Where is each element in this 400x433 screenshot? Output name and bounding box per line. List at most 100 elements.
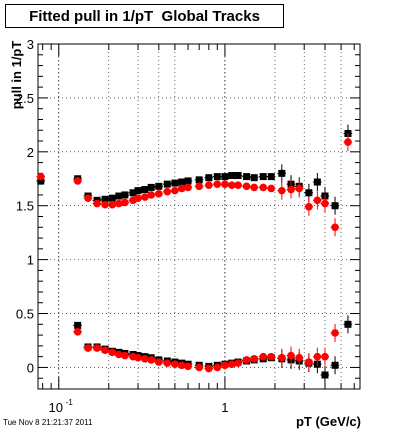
data-point (267, 173, 275, 181)
data-point (313, 352, 322, 361)
data-point (331, 329, 339, 337)
data-point (259, 183, 268, 192)
data-point (195, 176, 203, 184)
data-point (93, 344, 101, 352)
chart-title: Fitted pull in 1/pT Global Tracks (5, 4, 284, 28)
data-point (278, 186, 286, 195)
data-point (171, 360, 179, 369)
data-point (115, 350, 123, 359)
data-point (129, 189, 137, 197)
y-tick-label: 2 (27, 145, 34, 160)
data-point (344, 138, 352, 146)
data-point (221, 361, 229, 370)
data-point (259, 173, 267, 181)
data-point (267, 184, 276, 193)
data-point (234, 359, 242, 367)
data-point (305, 189, 313, 197)
data-point (155, 190, 163, 198)
data-point (141, 186, 149, 194)
axis-ticks (38, 43, 360, 390)
data-point (195, 363, 203, 372)
data-point (344, 320, 352, 328)
y-tick-label: 3 (27, 37, 34, 52)
data-point (177, 184, 186, 193)
data-point (267, 352, 276, 361)
data-point (228, 172, 236, 180)
data-point (313, 196, 322, 205)
data-point (205, 181, 213, 190)
data-point (108, 200, 117, 209)
tick-labels: 0 0.5 1 1.5 2 2.5 3 10 -1 1 (16, 37, 229, 415)
data-point (108, 194, 116, 202)
y-tick-label: 1.5 (16, 199, 34, 214)
data-point (147, 191, 155, 199)
data-point (37, 177, 45, 185)
data-point (195, 182, 203, 191)
data-point (121, 191, 129, 199)
data-point (93, 199, 101, 208)
data-point (108, 348, 117, 357)
data-point (74, 321, 82, 329)
y-tick-label: 2.5 (16, 91, 34, 106)
x-tick-label: 10 (49, 400, 63, 415)
data-point (259, 352, 268, 361)
data-point (305, 202, 313, 211)
data-point (287, 185, 295, 194)
data-point (163, 359, 172, 367)
data-point (250, 355, 258, 363)
data-point (121, 351, 129, 360)
data-point (73, 177, 82, 185)
data-markers (36, 124, 353, 384)
data-point (134, 353, 142, 362)
data-point (101, 195, 109, 203)
y-tick-label: 0 (27, 360, 34, 375)
data-point (221, 173, 229, 181)
data-point (321, 352, 329, 361)
data-point (155, 182, 163, 190)
y-axis-label: pull in 1/pT (9, 41, 24, 110)
data-point (115, 199, 123, 208)
data-point (205, 174, 213, 182)
data-point (121, 198, 129, 207)
data-point (101, 346, 109, 354)
data-point (213, 363, 222, 372)
data-point (305, 358, 313, 366)
data-point (213, 180, 222, 188)
data-point (221, 180, 229, 188)
data-point (184, 183, 192, 192)
y-tick-label: 1 (27, 253, 34, 268)
plot-frame (37, 43, 361, 390)
data-point (177, 361, 186, 370)
data-point (205, 364, 213, 373)
data-point (287, 351, 295, 360)
data-point (163, 180, 171, 188)
x-tick-label: 1 (221, 400, 228, 415)
y-tick-label: 0.5 (16, 307, 34, 322)
data-point (213, 173, 221, 181)
data-point (228, 181, 236, 190)
timestamp: Tue Nov 8 21:21:37 2011 (3, 418, 93, 427)
data-point (321, 199, 329, 208)
data-point (84, 344, 92, 352)
data-point (331, 202, 339, 210)
data-point (234, 172, 242, 180)
data-point (234, 181, 242, 190)
data-point (228, 360, 236, 369)
data-point (321, 371, 329, 379)
data-point (250, 174, 258, 182)
data-point (171, 186, 179, 195)
x-tick-label-exponent: -1 (66, 398, 74, 407)
data-point (278, 169, 286, 177)
data-point (147, 356, 155, 364)
data-point (163, 187, 172, 196)
data-point (178, 178, 186, 186)
data-point (250, 183, 258, 192)
data-point (184, 177, 192, 185)
data-point (242, 356, 251, 364)
x-axis-label: pT (GeV/c) (296, 414, 361, 429)
data-point (84, 194, 92, 202)
data-point (141, 355, 149, 363)
data-point (313, 178, 321, 186)
data-point (147, 183, 155, 191)
